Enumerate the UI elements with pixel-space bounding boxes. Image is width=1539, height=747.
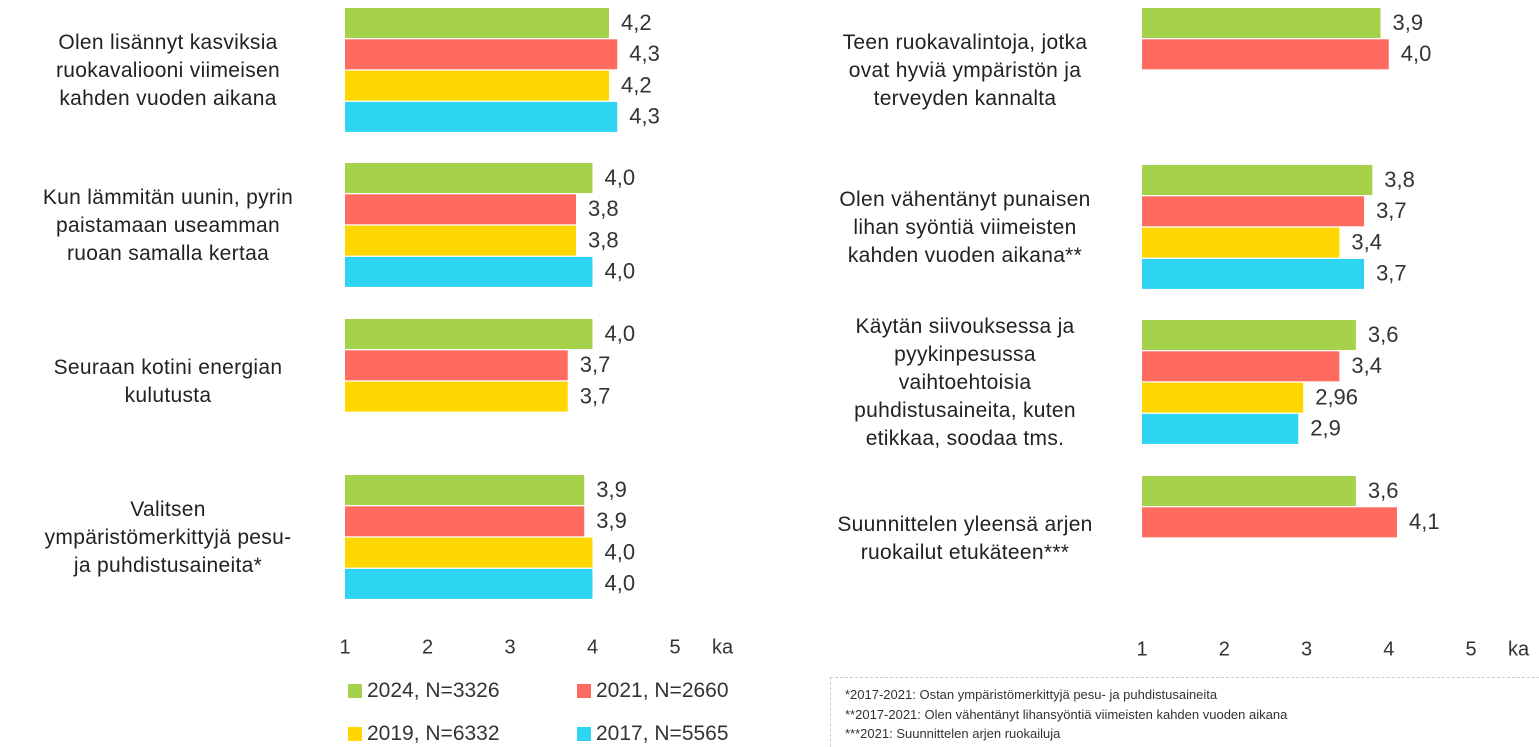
legend-swatch [577, 727, 591, 741]
value-label: 3,7 [1376, 198, 1407, 223]
legend-item: 2019, N=6332 [348, 722, 500, 746]
value-label: 2,9 [1310, 416, 1341, 441]
legend-label: 2019, N=6332 [367, 722, 500, 745]
footnote: *2017-2021: Ostan ympäristömerkittyjä pe… [845, 687, 1218, 702]
legend-label: 2017, N=5565 [596, 722, 729, 745]
value-label: 4,0 [605, 571, 636, 596]
category-label: Suunnittelen yleensä arjen ruokailut etu… [837, 512, 1093, 564]
bar [345, 225, 576, 256]
value-label: 3,9 [596, 477, 627, 502]
value-label: 2,96 [1315, 384, 1358, 409]
bar [345, 506, 585, 537]
bar [1142, 351, 1340, 382]
bar [345, 101, 618, 132]
bar [345, 8, 609, 38]
bar [345, 256, 593, 287]
x-tick-label: 1 [339, 636, 350, 658]
legend-swatch [348, 684, 362, 698]
value-label: 4,0 [605, 165, 636, 190]
x-tick-label: 4 [587, 636, 598, 658]
bar [345, 319, 593, 349]
x-tick-label: 5 [669, 636, 680, 658]
bar [1142, 8, 1381, 38]
bar [1142, 320, 1356, 350]
legend-label: 2024, N=3326 [367, 679, 500, 702]
value-label: 4,0 [605, 259, 636, 284]
bar [345, 194, 576, 225]
value-label: 4,0 [1401, 41, 1432, 66]
value-label: 3,4 [1351, 229, 1382, 254]
bar [345, 381, 568, 412]
bar [345, 39, 618, 70]
x-tick-label: 4 [1383, 638, 1394, 660]
value-label: 3,8 [1384, 167, 1415, 192]
legend-swatch [348, 727, 362, 741]
bar [345, 537, 593, 568]
bar [1142, 39, 1389, 70]
bar [345, 350, 568, 381]
category-label: Kun lämmitän uunin, pyrin paistamaan use… [42, 185, 294, 265]
x-tick-label: 3 [1301, 638, 1312, 660]
category-label: Valitsen ympäristömerkittyjä pesu- ja pu… [44, 497, 292, 577]
legend-item: 2021, N=2660 [577, 679, 729, 703]
bar [1142, 507, 1397, 538]
bar [345, 475, 585, 505]
legend-label: 2021, N=2660 [596, 679, 729, 702]
value-label: 4,1 [1409, 509, 1440, 534]
value-label: 3,8 [588, 196, 619, 221]
x-tick-label: 3 [504, 636, 515, 658]
bar [1142, 476, 1356, 506]
value-label: 3,7 [1376, 261, 1407, 286]
legend-item: 2017, N=5565 [577, 722, 729, 746]
x-tick-label: 2 [1219, 638, 1230, 660]
value-label: 3,8 [588, 227, 619, 252]
value-label: 3,6 [1368, 322, 1399, 347]
bar [1142, 258, 1365, 289]
value-label: 3,4 [1351, 353, 1382, 378]
category-label: Teen ruokavalintoja, jotka ovat hyviä ym… [842, 30, 1088, 110]
value-label: 4,0 [605, 321, 636, 346]
legend-swatch [577, 684, 591, 698]
value-label: 4,3 [629, 41, 660, 66]
value-label: 3,9 [596, 508, 627, 533]
footnotes: *2017-2021: Ostan ympäristömerkittyjä pe… [830, 677, 1539, 747]
category-label: Käytän siivouksessa ja pyykinpesussa vai… [854, 314, 1076, 450]
category-label: Olen vähentänyt punaisen lihan syöntiä v… [839, 187, 1091, 267]
value-label: 4,3 [629, 104, 660, 129]
x-axis-label: ka [1508, 638, 1530, 660]
bar [345, 163, 593, 193]
x-tick-label: 1 [1136, 638, 1147, 660]
value-label: 3,7 [580, 352, 611, 377]
value-label: 3,7 [580, 383, 611, 408]
value-label: 4,2 [621, 72, 652, 97]
value-label: 4,2 [621, 10, 652, 35]
footnote: **2017-2021: Olen vähentänyt lihansyönti… [845, 706, 1288, 722]
bar [1142, 413, 1299, 444]
bar [1142, 382, 1304, 413]
x-tick-label: 5 [1465, 638, 1476, 660]
value-label: 3,9 [1393, 10, 1424, 35]
value-label: 3,6 [1368, 478, 1399, 503]
legend-item: 2024, N=3326 [348, 679, 500, 703]
bar [1142, 196, 1365, 227]
bar [1142, 227, 1340, 258]
bar [345, 568, 593, 599]
value-label: 4,0 [605, 539, 636, 564]
x-tick-label: 2 [422, 636, 433, 658]
footnote: ***2021: Suunnittelen arjen ruokailuja [845, 726, 1061, 741]
category-label: Olen lisännyt kasviksia ruokavaliooni vi… [55, 30, 280, 110]
bar [345, 70, 609, 101]
x-axis-label: ka [712, 636, 734, 658]
bar [1142, 165, 1373, 195]
category-label: Seuraan kotini energian kulutusta [53, 355, 283, 407]
